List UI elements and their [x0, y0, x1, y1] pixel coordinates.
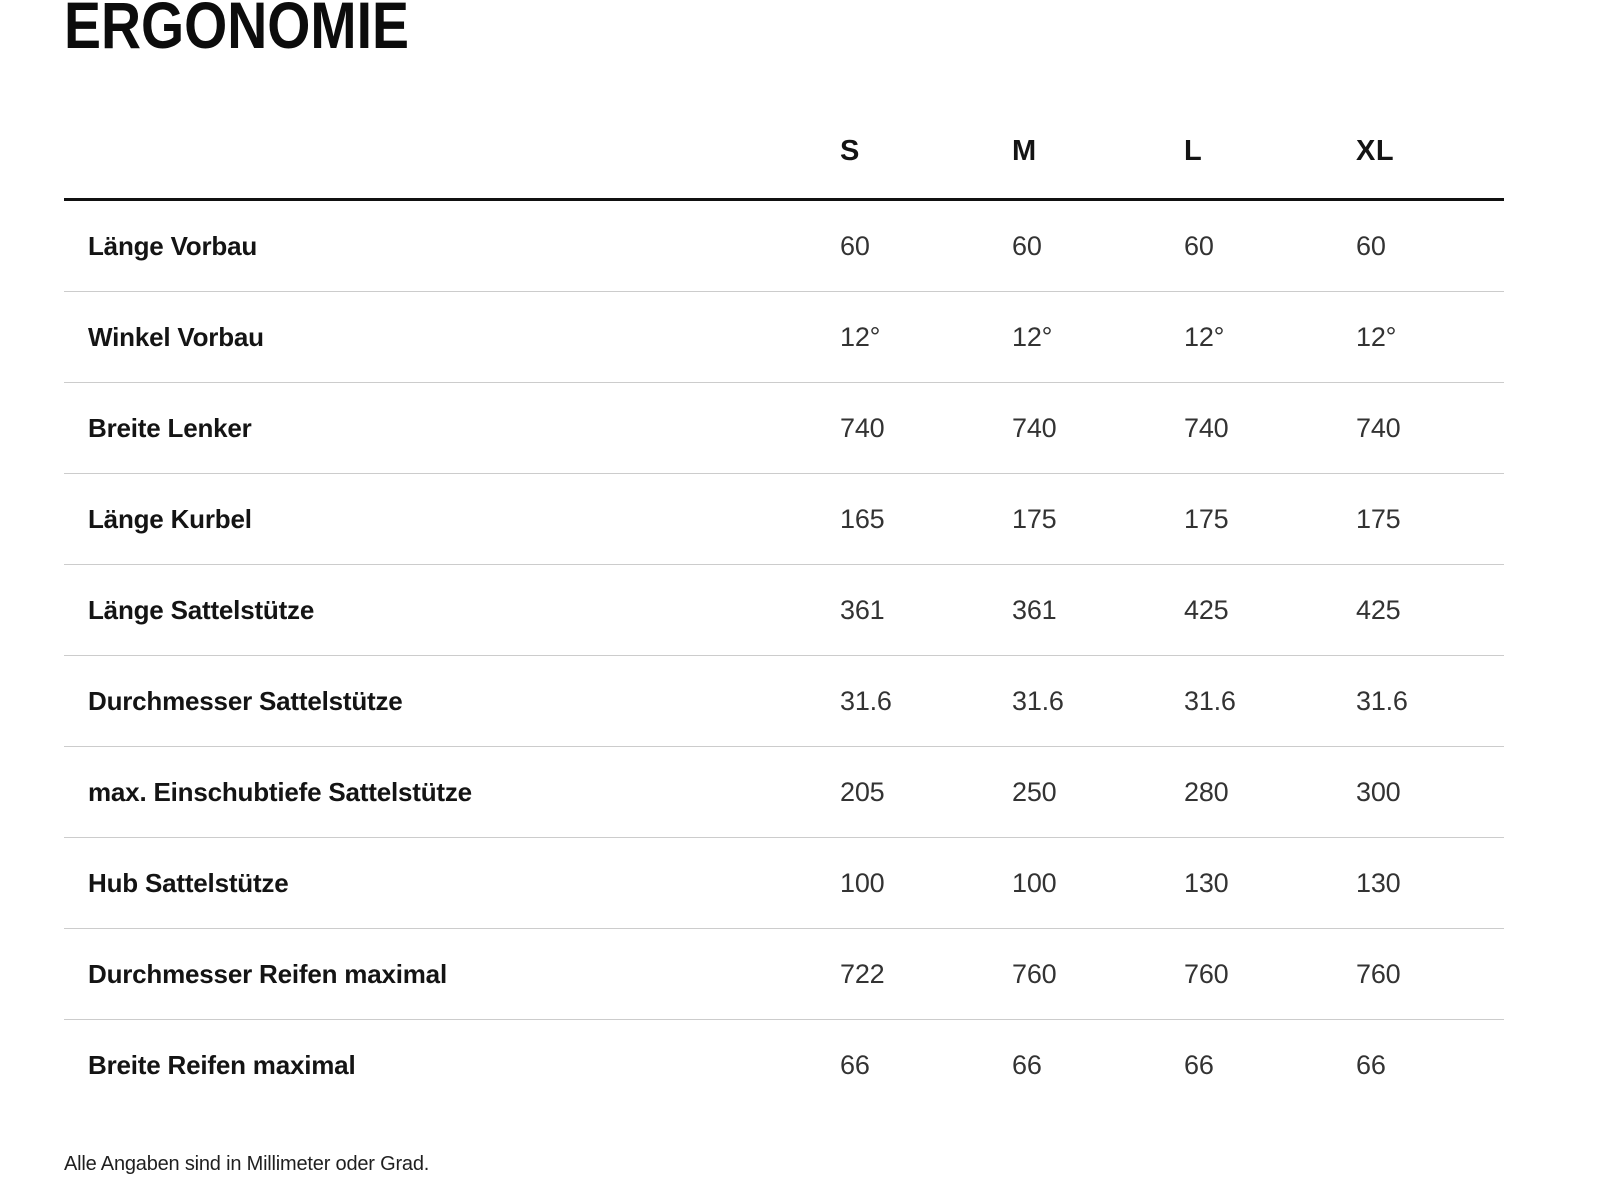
row-value-m: 361	[1012, 594, 1057, 625]
table-row-durchmesser-reifen-maximal: Durchmesser Reifen maximal 722 760 760 7…	[64, 929, 1504, 1020]
row-label: Breite Lenker	[88, 412, 252, 443]
column-header-m: M	[1012, 134, 1037, 167]
row-value-xl: 31.6	[1356, 685, 1408, 716]
table-row-laenge-kurbel: Länge Kurbel 165 175 175 175	[64, 474, 1504, 565]
row-value-l: 425	[1184, 594, 1229, 625]
row-value-l: 66	[1184, 1050, 1214, 1080]
row-value-m: 12°	[1012, 321, 1053, 352]
column-header-l: L	[1184, 134, 1203, 167]
row-value-m: 100	[1012, 867, 1057, 898]
row-value-xl: 300	[1356, 776, 1401, 807]
row-value-m: 250	[1012, 776, 1057, 807]
ergonomics-section: ERGONOMIE S M L XL Länge Vorbau 60 60 60…	[64, 0, 1504, 1176]
row-value-xl: 740	[1356, 412, 1401, 443]
row-value-m: 66	[1012, 1050, 1042, 1080]
row-value-l: 175	[1184, 503, 1229, 534]
row-value-l: 12°	[1184, 321, 1225, 352]
row-label: Durchmesser Sattelstütze	[88, 685, 403, 716]
table-row-breite-reifen-maximal: Breite Reifen maximal 66 66 66 66	[64, 1020, 1504, 1111]
row-label: Breite Reifen maximal	[88, 1050, 356, 1080]
row-value-l: 740	[1184, 412, 1229, 443]
row-label: Länge Kurbel	[88, 503, 252, 534]
row-value-m: 740	[1012, 412, 1057, 443]
column-header-xl: XL	[1356, 134, 1395, 167]
row-value-s: 205	[840, 776, 885, 807]
row-value-m: 760	[1012, 958, 1057, 989]
row-value-l: 130	[1184, 867, 1229, 898]
units-footnote: Alle Angaben sind in Millimeter oder Gra…	[64, 1153, 430, 1175]
row-label: Länge Sattelstütze	[88, 594, 315, 625]
row-value-m: 60	[1012, 230, 1042, 261]
row-value-xl: 60	[1356, 230, 1386, 261]
row-value-l: 280	[1184, 776, 1229, 807]
page-title: ERGONOMIE	[64, 0, 409, 62]
table-row-durchmesser-sattelstuetze: Durchmesser Sattelstütze 31.6 31.6 31.6 …	[64, 656, 1504, 747]
row-value-m: 175	[1012, 503, 1057, 534]
row-value-xl: 425	[1356, 594, 1401, 625]
row-value-xl: 12°	[1356, 321, 1397, 352]
row-value-s: 31.6	[840, 685, 892, 716]
row-label: Winkel Vorbau	[88, 321, 264, 352]
row-value-s: 12°	[840, 321, 881, 352]
table-row-max-einschubtiefe-sattelstuetze: max. Einschubtiefe Sattelstütze 205 250 …	[64, 747, 1504, 838]
table-row-winkel-vorbau: Winkel Vorbau 12° 12° 12° 12°	[64, 292, 1504, 383]
row-value-xl: 175	[1356, 503, 1401, 534]
row-value-l: 60	[1184, 230, 1214, 261]
row-value-s: 722	[840, 958, 885, 989]
table-row-laenge-sattelstuetze: Länge Sattelstütze 361 361 425 425	[64, 565, 1504, 656]
row-value-s: 740	[840, 412, 885, 443]
row-value-s: 66	[840, 1050, 870, 1080]
table-header-row: S M L XL	[64, 104, 1504, 201]
row-value-s: 165	[840, 503, 885, 534]
table-row-hub-sattelstuetze: Hub Sattelstütze 100 100 130 130	[64, 838, 1504, 929]
column-header-s: S	[840, 134, 860, 167]
row-value-s: 100	[840, 867, 885, 898]
row-label: Länge Vorbau	[88, 230, 258, 261]
row-value-m: 31.6	[1012, 685, 1064, 716]
row-value-xl: 760	[1356, 958, 1401, 989]
title-wrap: ERGONOMIE	[64, 0, 1504, 104]
row-label: Hub Sattelstütze	[88, 867, 289, 898]
row-value-l: 31.6	[1184, 685, 1236, 716]
row-value-xl: 66	[1356, 1050, 1386, 1080]
table-row-laenge-vorbau: Länge Vorbau 60 60 60 60	[64, 201, 1504, 292]
row-value-xl: 130	[1356, 867, 1401, 898]
row-value-s: 60	[840, 230, 870, 261]
row-value-s: 361	[840, 594, 885, 625]
table-row-breite-lenker: Breite Lenker 740 740 740 740	[64, 383, 1504, 474]
row-label: max. Einschubtiefe Sattelstütze	[88, 776, 472, 807]
row-value-l: 760	[1184, 958, 1229, 989]
ergonomics-table: S M L XL Länge Vorbau 60 60 60 60 Winkel…	[64, 104, 1504, 1111]
row-label: Durchmesser Reifen maximal	[88, 958, 447, 989]
